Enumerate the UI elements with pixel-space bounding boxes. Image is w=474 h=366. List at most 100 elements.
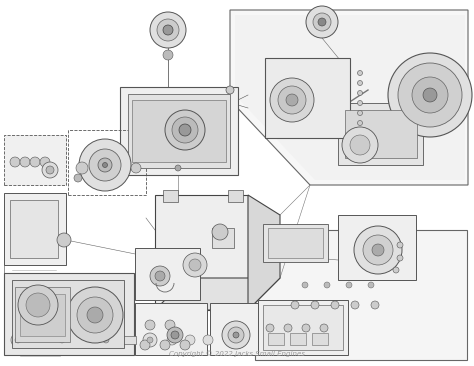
Bar: [212, 228, 234, 248]
Circle shape: [203, 335, 213, 345]
Circle shape: [302, 282, 308, 288]
Circle shape: [59, 337, 65, 343]
Bar: [312, 333, 328, 345]
Circle shape: [145, 320, 155, 330]
Polygon shape: [155, 195, 248, 310]
Circle shape: [167, 327, 183, 343]
Circle shape: [346, 282, 352, 288]
Circle shape: [363, 235, 393, 265]
Circle shape: [55, 333, 69, 347]
Polygon shape: [155, 278, 280, 310]
Bar: [32, 336, 48, 344]
Circle shape: [368, 282, 374, 288]
Bar: [76, 336, 92, 344]
Circle shape: [76, 162, 88, 174]
Bar: [4, 273, 134, 355]
Circle shape: [18, 285, 58, 325]
Circle shape: [147, 337, 153, 343]
Circle shape: [103, 337, 109, 343]
Circle shape: [318, 18, 326, 26]
Bar: [255, 230, 467, 360]
Circle shape: [74, 174, 82, 182]
Circle shape: [150, 266, 170, 286]
Bar: [128, 94, 230, 168]
Bar: [338, 215, 416, 280]
Circle shape: [40, 157, 50, 167]
Circle shape: [286, 94, 298, 106]
Circle shape: [357, 71, 363, 75]
Bar: [258, 300, 348, 355]
Circle shape: [284, 324, 292, 332]
Circle shape: [155, 271, 165, 281]
Bar: [15, 287, 70, 342]
Circle shape: [179, 124, 191, 136]
Circle shape: [270, 78, 314, 122]
Polygon shape: [235, 15, 465, 180]
Circle shape: [150, 12, 186, 48]
Circle shape: [20, 157, 30, 167]
Circle shape: [222, 321, 250, 349]
Circle shape: [42, 162, 58, 178]
Circle shape: [398, 63, 462, 127]
Circle shape: [228, 327, 244, 343]
Circle shape: [357, 120, 363, 126]
Circle shape: [372, 244, 384, 256]
Circle shape: [350, 135, 370, 155]
Bar: [338, 103, 423, 165]
Circle shape: [26, 293, 50, 317]
Circle shape: [157, 19, 179, 41]
Circle shape: [165, 320, 175, 330]
Circle shape: [102, 163, 108, 168]
Circle shape: [171, 331, 179, 339]
Circle shape: [15, 337, 21, 343]
Text: Copyright © 2022 Jacks Small Engines: Copyright © 2022 Jacks Small Engines: [169, 351, 305, 357]
Circle shape: [342, 127, 378, 163]
Circle shape: [98, 158, 112, 172]
Circle shape: [393, 267, 399, 273]
Circle shape: [67, 287, 123, 343]
Circle shape: [311, 301, 319, 309]
Bar: [345, 110, 417, 158]
Bar: [120, 87, 238, 175]
Polygon shape: [230, 10, 468, 185]
Bar: [120, 336, 136, 344]
Circle shape: [423, 88, 437, 102]
Circle shape: [10, 157, 20, 167]
Bar: [132, 100, 226, 162]
Circle shape: [226, 86, 234, 94]
Circle shape: [89, 149, 121, 181]
Circle shape: [388, 53, 472, 137]
Bar: [135, 303, 207, 355]
Circle shape: [331, 301, 339, 309]
Circle shape: [143, 333, 157, 347]
Circle shape: [131, 163, 141, 173]
Bar: [263, 305, 343, 350]
Circle shape: [357, 90, 363, 96]
Circle shape: [79, 139, 131, 191]
Circle shape: [167, 335, 177, 345]
Bar: [290, 333, 306, 345]
Circle shape: [30, 157, 40, 167]
Circle shape: [302, 324, 310, 332]
Circle shape: [320, 324, 328, 332]
Circle shape: [313, 13, 331, 31]
Circle shape: [291, 301, 299, 309]
Bar: [20, 294, 65, 336]
Bar: [163, 190, 178, 202]
Circle shape: [233, 332, 239, 338]
Circle shape: [11, 333, 25, 347]
Bar: [268, 333, 284, 345]
Bar: [228, 190, 243, 202]
Circle shape: [412, 77, 448, 113]
Circle shape: [140, 340, 150, 350]
Circle shape: [183, 253, 207, 277]
Circle shape: [180, 340, 190, 350]
Bar: [4, 135, 66, 185]
Circle shape: [357, 101, 363, 105]
Circle shape: [87, 307, 103, 323]
Circle shape: [46, 166, 54, 174]
Bar: [263, 224, 328, 262]
Circle shape: [324, 282, 330, 288]
Bar: [68, 130, 146, 195]
Circle shape: [371, 301, 379, 309]
